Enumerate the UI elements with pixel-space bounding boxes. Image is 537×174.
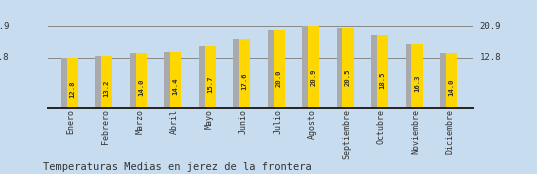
- Bar: [233, 39, 244, 108]
- Bar: [67, 58, 78, 108]
- Bar: [273, 30, 285, 108]
- Text: 20.9: 20.9: [310, 68, 316, 86]
- Bar: [440, 53, 451, 108]
- Bar: [343, 28, 353, 108]
- Text: 18.5: 18.5: [380, 72, 386, 89]
- Bar: [61, 58, 72, 108]
- Bar: [164, 52, 175, 108]
- Bar: [377, 35, 388, 108]
- Bar: [135, 53, 147, 108]
- Text: 20.5: 20.5: [345, 69, 351, 86]
- Text: 12.8: 12.8: [480, 53, 501, 62]
- Bar: [302, 26, 313, 108]
- Text: 12.8: 12.8: [0, 53, 10, 62]
- Bar: [405, 44, 417, 108]
- Text: 13.2: 13.2: [104, 80, 110, 97]
- Bar: [205, 46, 215, 108]
- Bar: [239, 39, 250, 108]
- Bar: [199, 46, 210, 108]
- Text: 15.7: 15.7: [207, 76, 213, 93]
- Text: 17.6: 17.6: [242, 73, 248, 90]
- Text: 20.9: 20.9: [480, 22, 501, 31]
- Bar: [446, 53, 457, 108]
- Text: 14.0: 14.0: [448, 78, 454, 96]
- Text: 20.9: 20.9: [0, 22, 10, 31]
- Bar: [101, 56, 112, 108]
- Bar: [308, 26, 319, 108]
- Text: 20.0: 20.0: [276, 69, 282, 87]
- Bar: [267, 30, 279, 108]
- Bar: [371, 35, 382, 108]
- Text: 12.8: 12.8: [69, 80, 75, 98]
- Bar: [337, 28, 347, 108]
- Text: 16.3: 16.3: [414, 75, 420, 92]
- Bar: [130, 53, 141, 108]
- Bar: [170, 52, 181, 108]
- Text: 14.4: 14.4: [172, 78, 179, 95]
- Text: 14.0: 14.0: [138, 78, 144, 96]
- Text: Temperaturas Medias en jerez de la frontera: Temperaturas Medias en jerez de la front…: [43, 162, 311, 172]
- Bar: [95, 56, 106, 108]
- Bar: [411, 44, 423, 108]
